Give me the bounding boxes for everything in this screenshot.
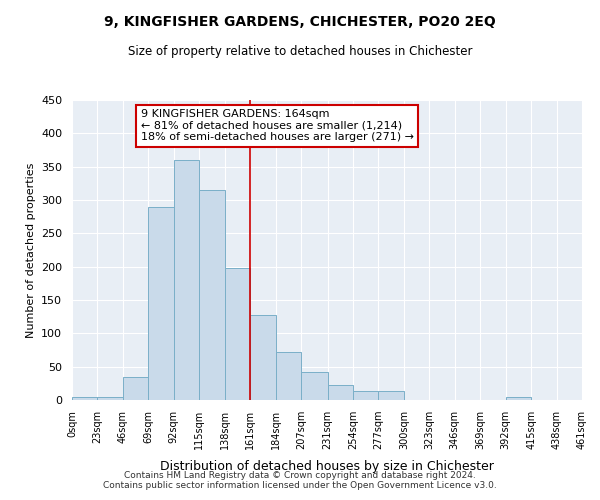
Text: 9 KINGFISHER GARDENS: 164sqm
← 81% of detached houses are smaller (1,214)
18% of: 9 KINGFISHER GARDENS: 164sqm ← 81% of de… xyxy=(141,109,414,142)
Bar xyxy=(301,372,328,400)
Bar xyxy=(275,352,301,400)
X-axis label: Distribution of detached houses by size in Chichester: Distribution of detached houses by size … xyxy=(160,460,494,473)
Bar xyxy=(379,390,404,400)
Bar xyxy=(72,396,97,400)
Text: Size of property relative to detached houses in Chichester: Size of property relative to detached ho… xyxy=(128,45,472,58)
Y-axis label: Number of detached properties: Number of detached properties xyxy=(26,162,35,338)
Text: Contains HM Land Registry data © Crown copyright and database right 2024.
Contai: Contains HM Land Registry data © Crown c… xyxy=(103,470,497,490)
Bar xyxy=(97,396,123,400)
Text: 9, KINGFISHER GARDENS, CHICHESTER, PO20 2EQ: 9, KINGFISHER GARDENS, CHICHESTER, PO20 … xyxy=(104,15,496,29)
Bar xyxy=(506,396,531,400)
Bar xyxy=(250,314,275,400)
Bar xyxy=(174,160,199,400)
Bar xyxy=(199,190,224,400)
Bar xyxy=(353,390,379,400)
Bar xyxy=(148,206,174,400)
Bar xyxy=(123,376,148,400)
Bar xyxy=(328,386,353,400)
Bar xyxy=(224,268,250,400)
